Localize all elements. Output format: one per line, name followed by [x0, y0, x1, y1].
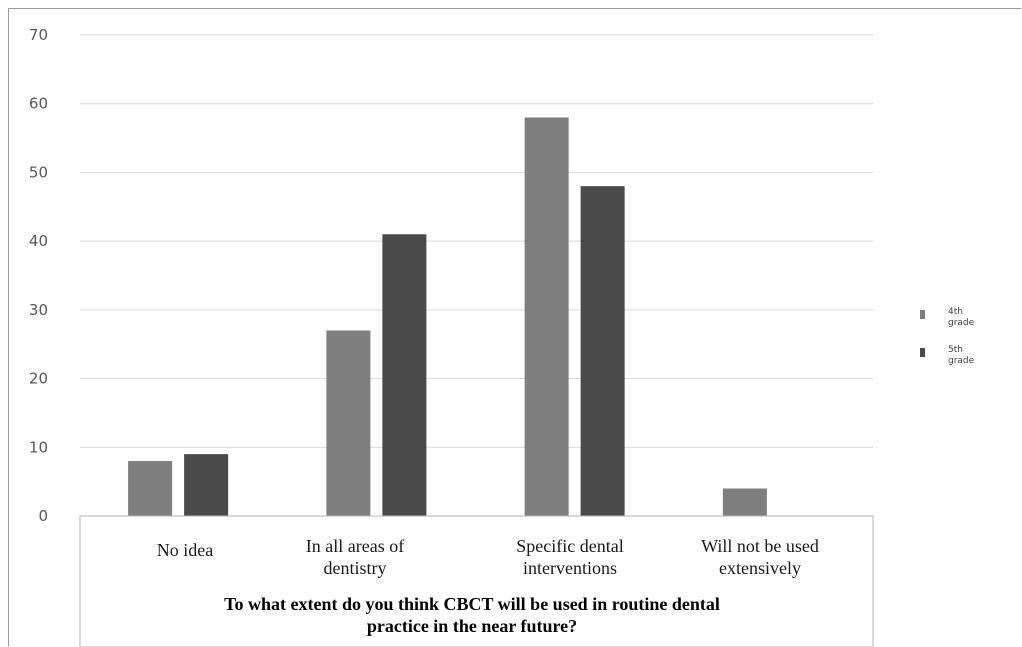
bar	[722, 488, 767, 516]
chart-title-line: To what extent do you think CBCT will be…	[224, 594, 720, 614]
legend-label: 5th grade	[948, 345, 975, 366]
category-label-box	[79, 515, 874, 647]
y-axis-ticks: 0 10 20 30 40 50 60 70	[29, 26, 48, 525]
bar	[524, 117, 569, 516]
category-label: In all areas of dentistry	[306, 536, 404, 578]
chart-title: To what extent do you think CBCT will be…	[224, 594, 720, 636]
y-tick-label: 50	[29, 163, 48, 181]
y-tick-label: 0	[38, 507, 48, 525]
chart-title-line: practice in the near future?	[367, 616, 577, 636]
y-tick-label: 70	[29, 26, 48, 44]
bars	[128, 117, 767, 516]
bar	[382, 234, 427, 516]
bar	[128, 461, 173, 516]
y-tick-label: 10	[29, 438, 48, 456]
y-tick-label: 40	[29, 232, 48, 250]
category-label: Will not be used extensively	[701, 536, 819, 578]
legend-swatch	[920, 348, 925, 357]
category-labels: No idea In all areas of dentistry Specific …	[157, 536, 819, 578]
bar	[326, 330, 371, 516]
gridlines	[80, 34, 873, 448]
legend-swatch	[920, 310, 925, 319]
legend: 4th grade 5th grade	[920, 307, 975, 366]
bar	[184, 454, 229, 516]
y-tick-label: 30	[29, 301, 48, 319]
category-label: No idea	[157, 540, 213, 560]
bar	[580, 186, 625, 516]
y-tick-label: 60	[29, 95, 48, 113]
legend-label: 4th grade	[948, 307, 975, 328]
chart-frame	[8, 8, 1021, 646]
category-label: Specific dental interventions	[516, 536, 623, 578]
y-tick-label: 20	[29, 370, 48, 388]
